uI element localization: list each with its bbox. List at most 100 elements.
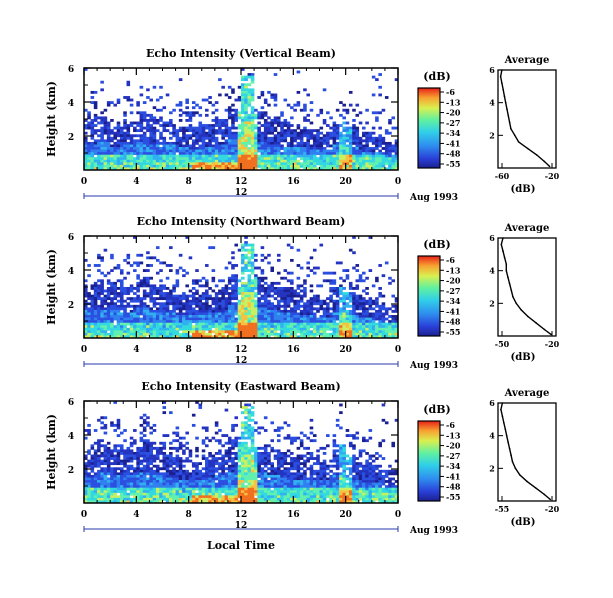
heatmap-cell [106,315,111,318]
heatmap-cell [218,152,222,155]
heatmap-cell [365,139,369,143]
heatmap-cell [201,330,206,334]
heatmap-cell [335,327,340,331]
heatmap-cell [195,315,199,318]
heatmap-cell [100,297,104,301]
heatmap-cell [254,309,258,313]
heatmap-cell [90,330,95,334]
heatmap-cell [378,136,382,140]
heatmap-cell [260,335,265,339]
heatmap-cell [381,154,386,158]
heatmap-cell [263,294,268,298]
heatmap-cell [260,279,265,283]
heatmap-cell [208,144,212,148]
heatmap-cell [136,299,140,303]
heatmap-cell [116,147,121,150]
heatmap-cell [352,309,356,313]
heatmap-cell [149,131,153,135]
heatmap-cell [191,101,196,104]
heatmap-cell [182,297,186,301]
heatmap-cell [342,292,346,295]
heatmap-cell [371,159,376,163]
heatmap-cell [257,159,261,163]
heatmap-cell [241,287,245,290]
heatmap-cell [362,152,366,155]
heatmap-cell [303,141,307,145]
heatmap-cell [303,116,307,120]
heatmap-cell [208,477,212,481]
heatmap-cell [205,459,209,463]
heatmap-cell [290,289,294,293]
heatmap-cell [84,485,88,488]
heatmap-cell [185,299,189,303]
heatmap-cell [241,106,245,110]
heatmap-cell [273,312,278,316]
heatmap-cell [342,297,346,301]
heatmap-cell [247,332,252,336]
heatmap-cell [185,101,189,104]
heatmap-cell [280,157,284,161]
heatmap-cell [319,307,324,311]
heatmap-cell [296,90,301,94]
heatmap-cell [270,139,275,143]
heatmap-cell [358,154,363,158]
heatmap-cell [119,495,124,499]
heatmap-cell [172,472,176,476]
heatmap-cell [103,131,108,135]
heatmap-cell [175,480,180,483]
heatmap-cell [205,294,209,298]
heatmap-cell [182,164,186,168]
heatmap-cell [332,322,337,326]
heatmap-cell [97,454,101,458]
heatmap-cell [106,101,111,104]
heatmap-cell [146,281,150,285]
heatmap-cell [378,335,382,339]
heatmap-cell [149,462,153,466]
heatmap-cell [162,325,167,329]
heatmap-cell [371,315,376,318]
heatmap-cell [276,164,281,168]
heatmap-cell [394,304,399,308]
heatmap-cell [100,495,104,499]
heatmap-cell [250,320,255,323]
heatmap-cell [335,124,340,127]
heatmap-cell [378,126,382,130]
heatmap-cell [87,497,91,501]
heatmap-cell [155,149,160,153]
heatmap-cell [250,131,255,135]
heatmap-cell [273,332,278,336]
heatmap-cell [276,332,281,336]
heatmap-cell [316,299,320,303]
heatmap-cell [345,322,350,326]
heatmap-cell [123,119,127,122]
heatmap-cell [84,495,88,499]
heatmap-cell [290,332,294,336]
heatmap-cell [368,299,373,303]
heatmap-cell [250,327,255,331]
heatmap-cell [263,141,268,145]
profile-point [515,302,518,305]
heatmap-cell [165,467,170,471]
heatmap-cell [296,164,301,168]
heatmap-cell [123,459,127,463]
heatmap-cell [299,131,304,135]
heatmap-cell [241,101,245,104]
heatmap-cell [234,302,239,306]
heatmap-cell [113,325,118,329]
heatmap-cell [155,258,160,262]
heatmap-cell [97,485,101,488]
heatmap-cell [195,302,199,306]
heatmap-cell [188,126,193,130]
heatmap-cell [155,315,160,318]
heatmap-cell [208,320,212,323]
heatmap-cell [146,457,150,460]
heatmap-cell [286,287,291,290]
heatmap-cell [250,90,255,94]
heatmap-cell [352,299,356,303]
heatmap-cell [234,154,239,158]
heatmap-cell [322,317,327,321]
heatmap-cell [303,154,307,158]
heatmap-cell [136,474,140,478]
heatmap-cell [142,457,147,460]
heatmap-cell [286,141,291,145]
